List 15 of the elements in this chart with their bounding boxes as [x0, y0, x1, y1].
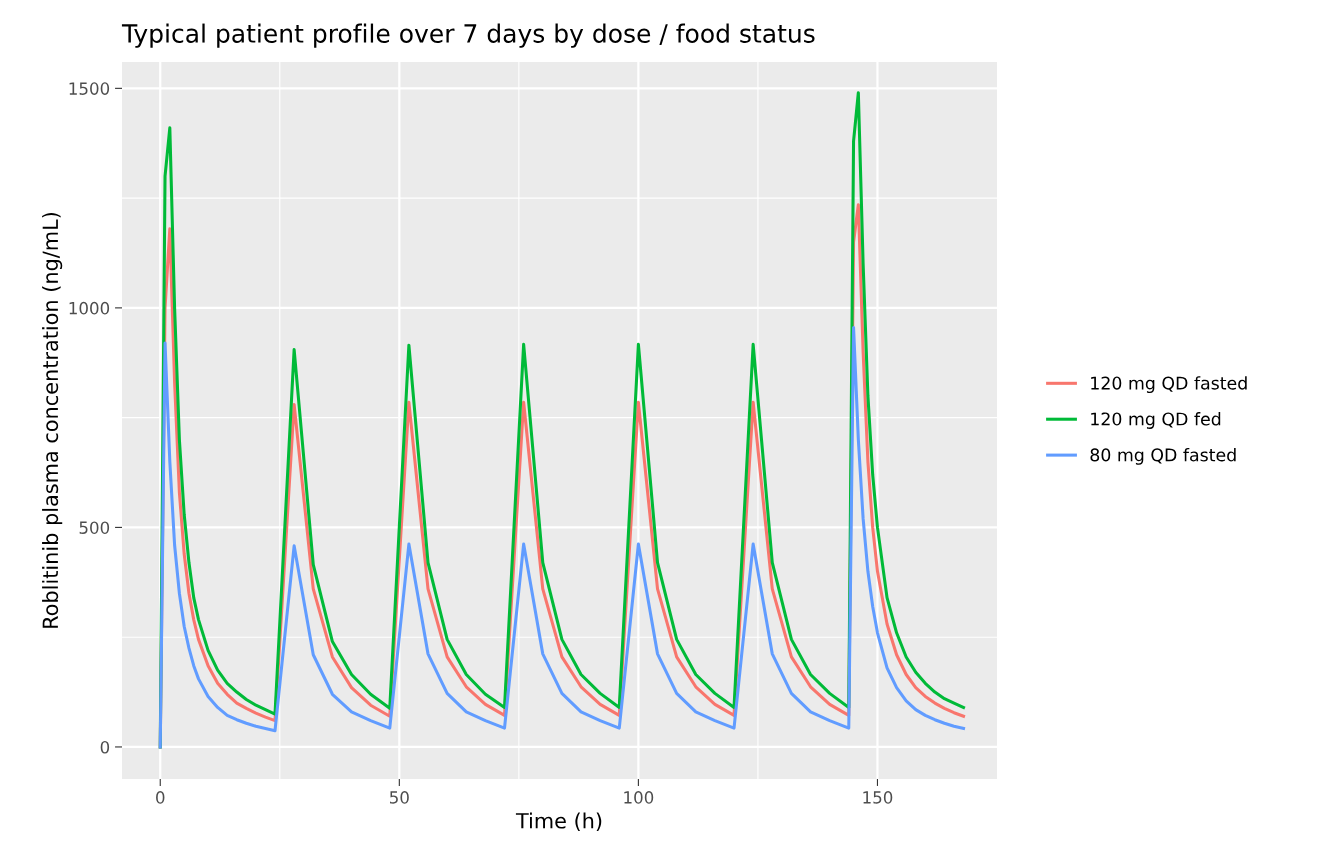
y-axis-title: Roblitinib plasma concentration (ng/mL) — [42, 212, 63, 628]
y-tick-label: 500 — [79, 521, 110, 534]
legend-label: 120 mg QD fasted — [1091, 376, 1247, 393]
legend-label: 80 mg QD fasted — [1090, 448, 1236, 465]
y-tick-label: 1500 — [69, 82, 110, 95]
line-series — [158, 326, 966, 749]
x-tick-label: 0 — [156, 791, 165, 804]
x-tick-label: 100 — [624, 791, 654, 804]
x-tick-label: 50 — [390, 791, 409, 804]
chart-title: Typical patient profile over 7 days by dose / food status — [121, 23, 815, 48]
x-tick-label: 150 — [863, 791, 893, 804]
x-axis-title: Time (h) — [515, 812, 602, 832]
legend-label: 120 mg QD fed — [1091, 412, 1221, 429]
y-tick-label: 0 — [100, 740, 110, 754]
y-tick-label: 1000 — [69, 301, 110, 315]
